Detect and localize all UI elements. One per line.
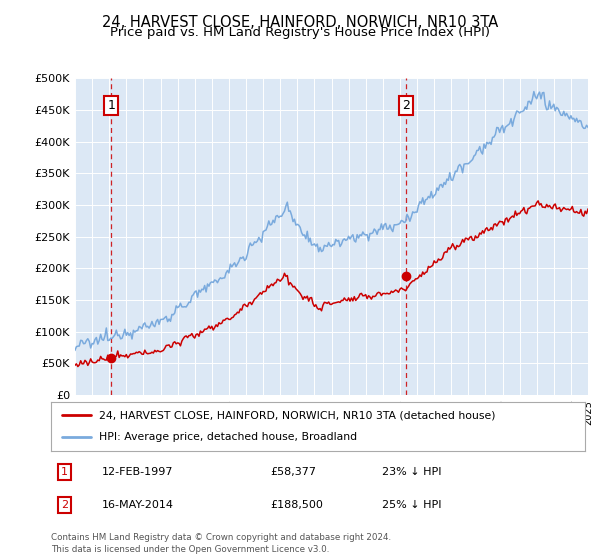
Text: Price paid vs. HM Land Registry's House Price Index (HPI): Price paid vs. HM Land Registry's House … (110, 26, 490, 39)
Text: 1: 1 (61, 467, 68, 477)
Text: £58,377: £58,377 (270, 467, 316, 477)
Text: 16-MAY-2014: 16-MAY-2014 (102, 500, 174, 510)
Text: 23% ↓ HPI: 23% ↓ HPI (382, 467, 442, 477)
Text: 1: 1 (107, 99, 115, 112)
Text: 25% ↓ HPI: 25% ↓ HPI (382, 500, 442, 510)
Text: 24, HARVEST CLOSE, HAINFORD, NORWICH, NR10 3TA: 24, HARVEST CLOSE, HAINFORD, NORWICH, NR… (102, 15, 498, 30)
Text: 24, HARVEST CLOSE, HAINFORD, NORWICH, NR10 3TA (detached house): 24, HARVEST CLOSE, HAINFORD, NORWICH, NR… (99, 410, 496, 421)
Text: HPI: Average price, detached house, Broadland: HPI: Average price, detached house, Broa… (99, 432, 357, 442)
Text: 12-FEB-1997: 12-FEB-1997 (102, 467, 173, 477)
Text: Contains HM Land Registry data © Crown copyright and database right 2024.
This d: Contains HM Land Registry data © Crown c… (51, 533, 391, 554)
Text: 2: 2 (61, 500, 68, 510)
Text: 2: 2 (402, 99, 410, 112)
Text: £188,500: £188,500 (270, 500, 323, 510)
